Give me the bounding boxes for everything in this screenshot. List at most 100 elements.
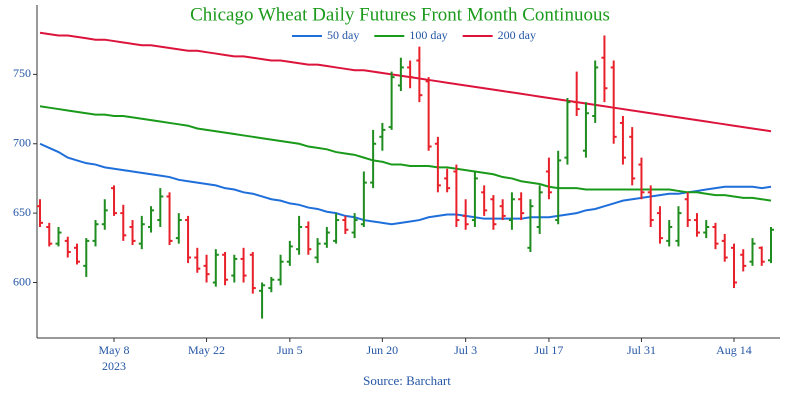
ohlc-bar xyxy=(351,213,358,239)
y-tick-label: 600 xyxy=(13,274,31,288)
ohlc-bar xyxy=(240,247,247,283)
ohlc-bar xyxy=(157,188,164,227)
ohlc-bar xyxy=(342,215,349,234)
ohlc-bar xyxy=(536,185,543,234)
ohlc-bar xyxy=(444,168,451,193)
ohlc-bar xyxy=(545,157,552,200)
ohlc-bar xyxy=(629,127,636,186)
ohlc-bar xyxy=(277,254,284,286)
ohlc-bar xyxy=(555,150,562,225)
ohlc-bar xyxy=(296,215,303,255)
ohlc-bar xyxy=(185,215,192,264)
ohlc-bar xyxy=(323,227,330,248)
x-tick-label: Jun 5 xyxy=(277,343,303,357)
ohlc-bar xyxy=(166,192,173,246)
ohlc-bar xyxy=(101,199,108,230)
x-tick-label: Jul 31 xyxy=(627,343,656,357)
ohlc-bar xyxy=(481,185,488,216)
ohlc-bar xyxy=(582,102,589,158)
moving-average-line xyxy=(39,31,772,133)
ohlc-bar xyxy=(684,192,691,227)
ohlc-bar xyxy=(675,206,682,247)
ohlc-bar xyxy=(730,243,737,289)
ohlc-bar xyxy=(638,157,645,200)
x-year-label: 2023 xyxy=(102,359,126,373)
ohlc-bar xyxy=(740,249,747,272)
ohlc-bar xyxy=(259,282,266,319)
ohlc-bar xyxy=(379,122,386,151)
x-tick-label: Jun 20 xyxy=(367,343,399,357)
legend: 50 day 100 day 200 day xyxy=(292,28,536,42)
ohlc-bar xyxy=(333,213,340,244)
ohlc-bar xyxy=(407,60,414,89)
ohlc-bar xyxy=(573,71,580,116)
ohlc-bar xyxy=(129,220,136,246)
ohlc-bar xyxy=(666,220,673,247)
ohlc-bar xyxy=(92,220,99,247)
ohlc-bar xyxy=(194,247,201,273)
ohlc-bar xyxy=(120,204,127,241)
ohlc-bar xyxy=(305,221,312,255)
ohlc-bar xyxy=(758,246,765,266)
y-tick-label: 750 xyxy=(13,66,31,80)
ohlc-bar xyxy=(647,185,654,227)
ohlc-bar xyxy=(453,164,460,227)
ohlc-bar xyxy=(314,238,321,264)
ohlc-bar xyxy=(111,185,118,216)
ohlc-bar xyxy=(508,192,515,230)
ohlc-bar xyxy=(37,199,43,227)
ohlc-bar xyxy=(360,171,367,227)
ohlc-bar xyxy=(416,46,423,103)
ohlc-bar xyxy=(249,251,256,294)
ohlc-bar xyxy=(286,240,293,266)
legend-label: 50 day xyxy=(327,28,359,42)
x-tick-label: Jul 3 xyxy=(454,343,477,357)
ohlc-bar xyxy=(619,116,626,165)
ohlc-bar xyxy=(148,206,155,233)
ohlc-bar xyxy=(268,276,275,293)
ohlc-bar xyxy=(425,77,432,151)
ohlc-bar xyxy=(83,238,90,277)
ohlc-bar xyxy=(55,227,62,247)
ohlc-bar xyxy=(46,222,53,247)
legend-label: 100 day xyxy=(409,28,447,42)
ohlc-bar xyxy=(712,222,719,250)
ohlc-bar xyxy=(434,136,441,193)
ohlc-bar xyxy=(212,249,219,287)
y-tick-label: 650 xyxy=(13,205,31,219)
ohlc-bar xyxy=(601,35,608,103)
legend-label: 200 day xyxy=(498,28,536,42)
moving-average-line xyxy=(39,142,772,226)
ohlc-bar xyxy=(231,254,238,283)
moving-average-line xyxy=(39,105,772,202)
y-tick-label: 700 xyxy=(13,136,31,150)
chart-title: Chicago Wheat Daily Futures Front Month … xyxy=(190,4,610,25)
ohlc-bar xyxy=(370,129,377,189)
ohlc-bar xyxy=(703,220,710,239)
ohlc-bar xyxy=(656,206,663,244)
ohlc-bar xyxy=(693,213,700,237)
ohlc-bar xyxy=(462,199,469,230)
ohlc-bar xyxy=(518,192,525,221)
ohlc-bar xyxy=(138,215,145,250)
x-tick-label: May 8 xyxy=(99,343,130,357)
ohlc-bar xyxy=(527,199,534,252)
ohlc-bar xyxy=(749,238,756,266)
x-tick-label: Aug 14 xyxy=(716,343,752,357)
ohlc-bar xyxy=(564,97,571,165)
ohlc-bar xyxy=(471,171,478,227)
x-tick-label: Jul 17 xyxy=(534,343,563,357)
ohlc-bar xyxy=(74,243,81,265)
ohlc-bar xyxy=(397,57,404,92)
ohlc-bar xyxy=(388,71,395,130)
ohlc-bar xyxy=(490,195,497,230)
ohlc-bar xyxy=(64,236,71,258)
ohlc-bar xyxy=(222,251,229,286)
ohlc-bar xyxy=(768,227,774,264)
ohlc-bar xyxy=(175,213,182,244)
ohlc-bar xyxy=(499,199,506,221)
ohlc-bar xyxy=(721,233,728,262)
ohlc-bar xyxy=(592,60,599,123)
ohlc-bar xyxy=(610,60,617,144)
